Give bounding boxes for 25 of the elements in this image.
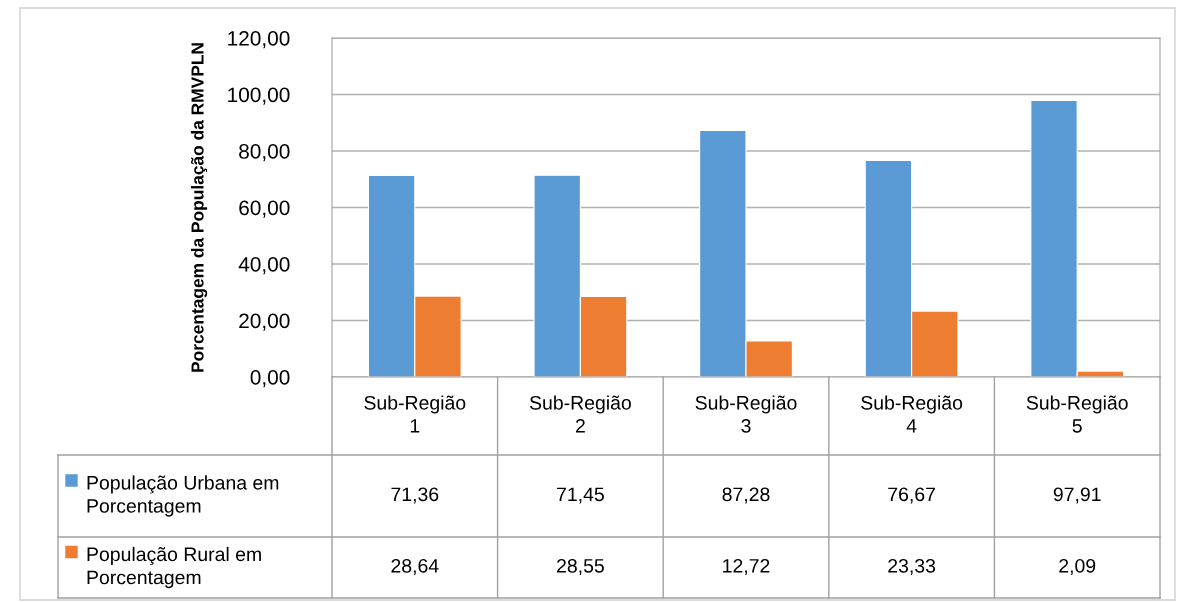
data-label: 76,67 [888, 487, 935, 504]
x-tick-label: Sub-Região 4 [861, 395, 963, 433]
data-label: 12,72 [723, 558, 770, 576]
y-tick-label: 100,00 [228, 87, 290, 105]
x-tick-label: Sub-Região 3 [695, 395, 797, 433]
x-tick-label: Sub-Região 2 [529, 395, 631, 433]
y-tick-label: 60,00 [239, 200, 290, 218]
y-axis-title: Porcentagem da População da RMVPLN [190, 43, 208, 372]
data-label: 87,28 [722, 487, 770, 504]
data-label: 97,91 [1053, 487, 1101, 504]
x-tick-label: Sub-Região 1 [364, 395, 466, 433]
data-label: 71,36 [391, 487, 439, 504]
y-tick-label: 120,00 [228, 31, 290, 49]
y-tick-label: 80,00 [239, 144, 290, 162]
data-label: 28,55 [557, 558, 604, 576]
data-label: 28,64 [391, 558, 439, 576]
x-tick-label: Sub-Região 5 [1026, 395, 1128, 433]
data-label: 23,33 [888, 558, 936, 576]
data-label: 2,09 [1059, 558, 1096, 576]
y-tick-label: 0,00 [250, 370, 290, 388]
y-tick-label: 40,00 [238, 257, 290, 275]
y-tick-label: 20,00 [239, 313, 290, 331]
legend-label: População Rural em Porcentagem [87, 546, 261, 589]
legend-label: População Urbana em Porcentagem [87, 475, 279, 517]
data-label: 71,45 [557, 487, 604, 504]
